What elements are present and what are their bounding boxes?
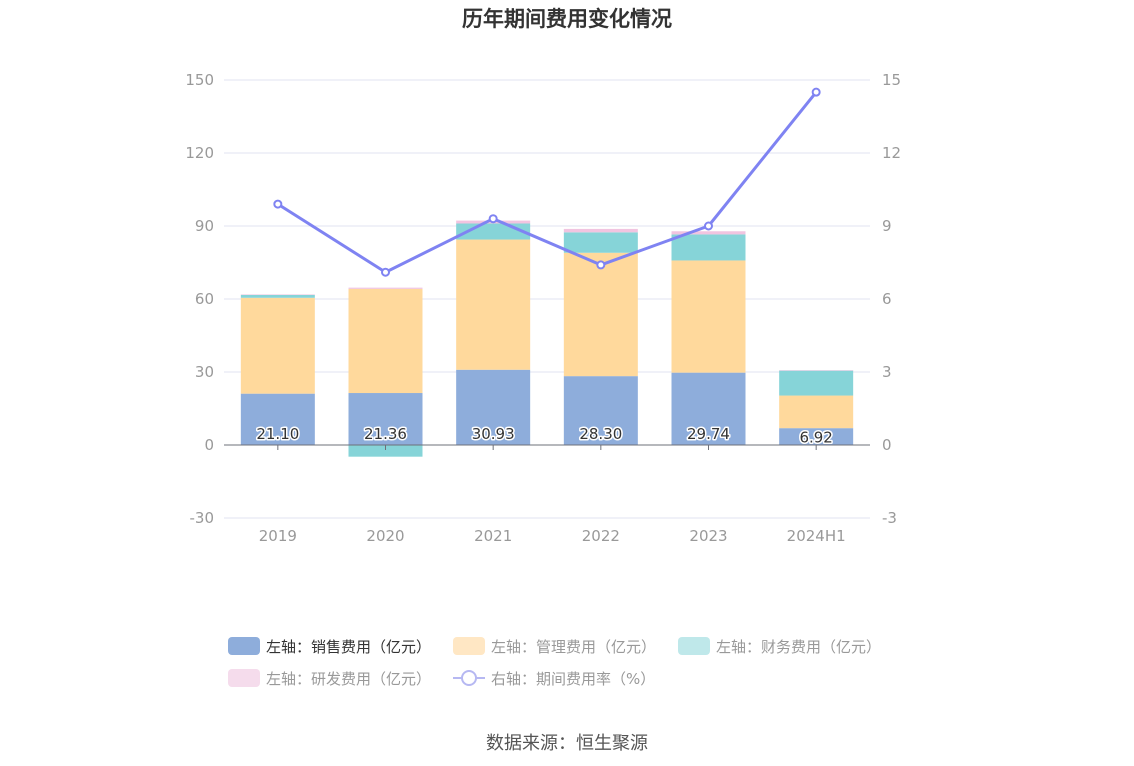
legend-label-sales: 左轴：销售费用（亿元）	[266, 637, 432, 656]
y-left-tick-label: -30	[190, 509, 215, 527]
y-right-tick-label: 0	[882, 436, 892, 454]
legend: 左轴：销售费用（亿元） 左轴：管理费用（亿元） 左轴：财务费用（亿元） 左轴：研…	[228, 630, 928, 694]
legend-label-rate: 右轴：期间费用率（%）	[491, 669, 656, 688]
y-right-tick-label: 12	[882, 144, 901, 162]
x-tick-label: 2024H1	[787, 527, 846, 545]
legend-item-sales[interactable]: 左轴：销售费用（亿元）	[228, 636, 431, 657]
bar-segment	[779, 370, 854, 371]
legend-label-admin: 左轴：管理费用（亿元）	[491, 637, 657, 656]
y-right-tick-label: 9	[882, 217, 892, 235]
y-right-tick-label: -3	[882, 509, 897, 527]
rate-point	[488, 214, 498, 224]
legend-swatch-admin	[453, 637, 486, 655]
legend-item-finance[interactable]: 左轴：财务费用（亿元）	[678, 636, 881, 657]
rate-point	[704, 221, 713, 231]
bar-data-label: 21.36	[364, 425, 407, 443]
bar-segment	[563, 252, 638, 377]
x-tick-label: 2022	[582, 527, 620, 545]
legend-row-1: 左轴：销售费用（亿元） 左轴：管理费用（亿元） 左轴：财务费用（亿元）	[228, 630, 928, 662]
y-right-tick-label: 3	[882, 363, 892, 381]
legend-line-rate-icon	[453, 669, 486, 687]
bar-data-label: 6.92	[799, 429, 832, 447]
x-tick-label: 2020	[366, 527, 404, 545]
bar-segment	[779, 370, 854, 396]
y-left-tick-label: 90	[195, 217, 214, 235]
bar-segment	[779, 395, 854, 429]
bar-data-label: 28.30	[579, 425, 622, 443]
bar-segment	[348, 288, 423, 394]
legend-item-rate[interactable]: 右轴：期间费用率（%）	[453, 668, 655, 689]
y-left-tick-label: 30	[195, 363, 214, 381]
bar-segment	[779, 428, 854, 445]
legend-label-finance: 左轴：财务费用（亿元）	[716, 637, 882, 656]
bar-segment	[240, 294, 315, 295]
y-right-tick-label: 6	[882, 290, 892, 308]
legend-row-2: 左轴：研发费用（亿元） 右轴：期间费用率（%）	[228, 662, 928, 694]
bar-segment	[671, 231, 746, 235]
bar-segment	[671, 234, 746, 261]
x-tick-label: 2023	[689, 527, 727, 545]
legend-swatch-rnd	[228, 669, 260, 687]
rate-point	[273, 199, 283, 209]
legend-item-rnd[interactable]: 左轴：研发费用（亿元）	[228, 668, 431, 689]
rate-line	[277, 91, 818, 274]
bar-segment	[456, 239, 531, 370]
y-left-tick-label: 60	[195, 290, 214, 308]
x-tick-label: 2019	[259, 527, 297, 545]
bar-segment	[563, 376, 638, 445]
legend-swatch-sales	[228, 637, 260, 655]
bar-segment	[563, 228, 638, 233]
bar-segment	[671, 372, 746, 445]
y-left-tick-label: 120	[185, 144, 214, 162]
rate-point	[811, 87, 821, 97]
bar-segment	[456, 369, 531, 445]
rate-point	[381, 267, 390, 277]
x-tick-label: 2021	[474, 527, 512, 545]
y-left-tick-label: 150	[185, 71, 214, 89]
bar-segment	[240, 297, 315, 394]
legend-item-admin[interactable]: 左轴：管理费用（亿元）	[453, 636, 656, 657]
bar-segment	[348, 445, 423, 457]
chart-title: 历年期间费用变化情况	[462, 7, 672, 31]
legend-swatch-finance	[678, 637, 711, 655]
bar-segment	[348, 287, 423, 289]
y-right-tick-label: 15	[882, 71, 901, 89]
bar-segment	[348, 393, 423, 445]
bar-segment	[563, 232, 638, 253]
bar-data-label: 21.10	[256, 425, 299, 443]
bar-segment	[240, 294, 315, 298]
bar-data-label: 29.74	[687, 425, 730, 443]
rate-point	[596, 260, 606, 270]
y-left-tick-label: 0	[204, 436, 214, 454]
legend-label-rnd: 左轴：研发费用（亿元）	[266, 669, 432, 688]
bar-segment	[671, 260, 746, 373]
bar-segment	[240, 393, 315, 445]
bar-data-label: 30.93	[472, 425, 515, 443]
data-source-note: 数据来源：恒生聚源	[486, 733, 648, 754]
